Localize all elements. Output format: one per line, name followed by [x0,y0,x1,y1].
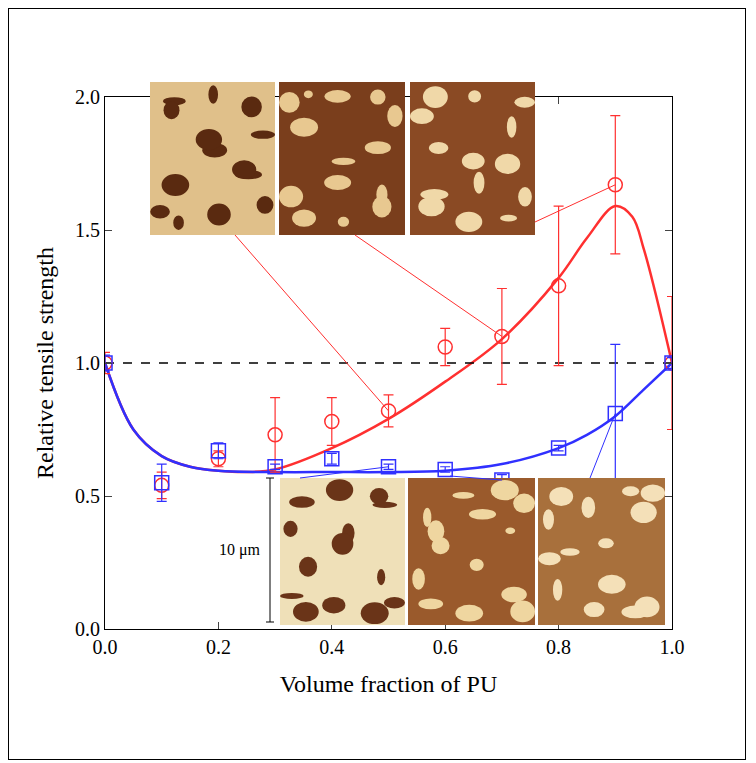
svg-text:1.0: 1.0 [660,636,685,658]
svg-text:0.6: 0.6 [433,636,458,658]
svg-text:0.2: 0.2 [206,636,231,658]
svg-text:Relative tensile strength: Relative tensile strength [32,247,58,479]
svg-text:0.8: 0.8 [546,636,571,658]
svg-text:10 μm: 10 μm [219,541,261,559]
svg-text:2.0: 2.0 [75,86,100,108]
svg-text:0.5: 0.5 [75,485,100,507]
svg-text:0.4: 0.4 [319,636,344,658]
svg-text:1.5: 1.5 [75,219,100,241]
svg-text:1.0: 1.0 [75,352,100,374]
svg-text:0.0: 0.0 [93,636,118,658]
svg-text:0.0: 0.0 [75,618,100,640]
svg-text:Volume fraction of PU: Volume fraction of PU [280,671,498,697]
